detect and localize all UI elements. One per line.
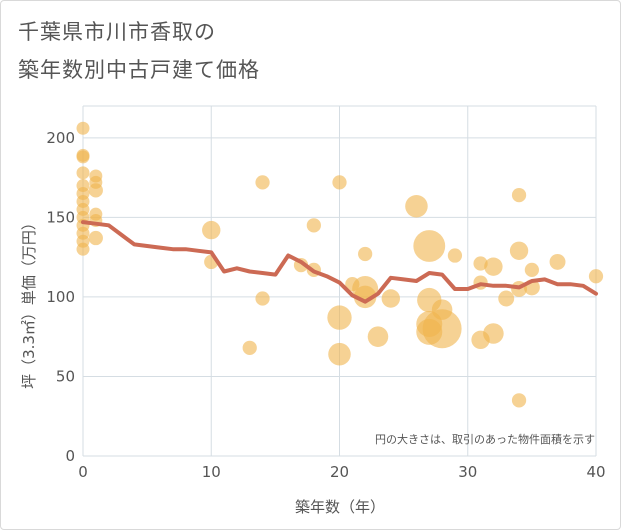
bubble-point (473, 256, 488, 271)
x-tick-label: 20 (330, 463, 349, 481)
bubble-point (549, 253, 566, 270)
y-tick-labels: 0 50 100 150 200 (46, 129, 75, 465)
x-tick-label: 10 (202, 463, 221, 481)
x-tick-label: 0 (78, 463, 88, 481)
bubble-point (332, 175, 347, 190)
bubble-point (76, 242, 90, 256)
bubble-point (353, 285, 377, 309)
bubble-point (358, 246, 373, 262)
bubble-point (498, 290, 515, 307)
bubble-point (202, 220, 221, 240)
y-tick-label: 50 (56, 367, 75, 385)
bubble-point (509, 241, 529, 260)
bubble-point (328, 342, 351, 366)
bubble-point (242, 340, 257, 355)
y-tick-label: 150 (46, 208, 75, 226)
bubble-point (367, 326, 389, 347)
x-tick-labels: 0 10 20 30 40 (78, 463, 605, 481)
bubble-point (405, 194, 428, 218)
bubble-point (76, 150, 90, 164)
bubble-point (76, 166, 90, 180)
bubble-point (255, 291, 270, 306)
y-tick-label: 100 (46, 288, 75, 306)
average-line-layer (81, 220, 598, 304)
bubble-point (88, 230, 103, 246)
chart-title-line1: 千葉県市川市香取の (18, 20, 216, 44)
bubble-point (413, 230, 446, 262)
x-tick-label: 30 (458, 463, 477, 481)
bubble-point (588, 269, 604, 284)
x-tick-label: 40 (586, 463, 605, 481)
bubble-layer (76, 121, 604, 408)
chart-title-line2: 築年数別中古戸建て価格 (18, 58, 260, 82)
bubble-point (88, 183, 103, 198)
y-tick-label: 200 (46, 129, 75, 147)
bubble-point (447, 248, 463, 263)
bubble-point (484, 257, 503, 276)
bubble-point (483, 323, 504, 344)
x-axis-label: 築年数（年） (295, 498, 385, 516)
bubble-point (511, 187, 527, 203)
bubble-point (76, 121, 90, 135)
y-tick-label: 0 (65, 447, 75, 465)
bubble-point (327, 305, 352, 330)
bubble-point (511, 393, 527, 408)
bubble-point (422, 309, 462, 349)
bubble-point (255, 175, 270, 190)
average-price-line (81, 220, 598, 304)
bubble-point (524, 262, 539, 277)
size-annotation: 円の大きさは、取引のあった物件面積を示す (375, 432, 595, 446)
bubble-point (306, 218, 321, 233)
bubble-point (381, 289, 400, 308)
y-axis-label: 坪（3.3㎡）単価（万円） (20, 215, 38, 389)
